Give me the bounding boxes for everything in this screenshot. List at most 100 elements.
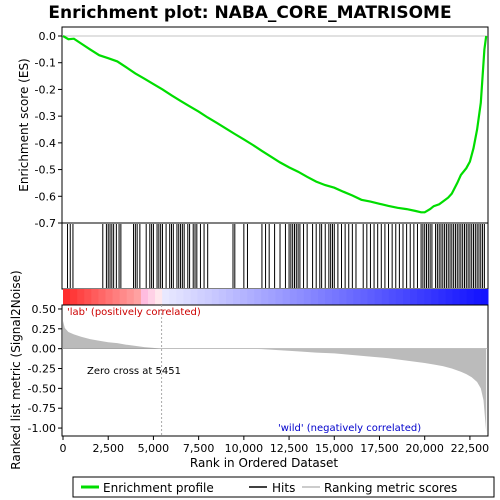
color-band-segment [424, 289, 432, 305]
color-band-segment [403, 289, 411, 305]
es-y-label: Enrichment score (ES) [17, 58, 31, 191]
color-band-segment [374, 289, 383, 305]
color-band-segment [233, 289, 241, 305]
color-band-segment [240, 289, 248, 305]
negative-label: 'wild' (negatively correlated) [278, 423, 421, 434]
color-band-segment [417, 289, 425, 305]
x-tick-label: 20,000 [405, 442, 444, 455]
x-tick-label: 5,000 [138, 442, 170, 455]
color-band-segment [169, 289, 177, 305]
color-band-segment [452, 289, 461, 305]
color-band-segment [183, 289, 191, 305]
ranking-metric [62, 305, 488, 436]
color-band-segment [339, 289, 347, 305]
es-y-tick-label: -0.3 [35, 110, 56, 123]
color-band-segment [310, 289, 319, 305]
metric-y-tick-label: -0.50 [28, 382, 56, 395]
es-y-tick-label: -0.1 [35, 57, 56, 70]
metric-y-tick-label: -0.75 [28, 402, 56, 415]
metric-y-label: Ranked list metric (Signal2Noise) [9, 270, 23, 469]
es-y-tick-label: -0.6 [35, 190, 56, 203]
x-tick-label: 15,000 [315, 442, 354, 455]
x-tick-label: 22,500 [451, 442, 490, 455]
color-band-segment [381, 289, 390, 305]
metric-y-tick-label: -1.00 [28, 422, 56, 435]
color-band-segment [438, 289, 446, 305]
color-band-segment [204, 289, 213, 305]
color-band-segment [480, 289, 489, 305]
rank-color-band [63, 289, 489, 305]
color-band-segment [176, 289, 184, 305]
color-band-segment [126, 289, 135, 305]
color-band-segment [303, 289, 312, 305]
color-band-segment [296, 289, 305, 305]
x-ticks: 0 2,500 5,000 7,500 10,000 12,500 15,000 17,500… [60, 436, 490, 455]
metric-y-tick-label: 0.00 [32, 343, 57, 356]
metric-y-tick-label: -0.25 [28, 363, 56, 376]
color-band-segment [268, 289, 276, 305]
x-tick-label: 17,500 [360, 442, 399, 455]
x-tick-label: 12,500 [270, 442, 309, 455]
x-tick-label: 0 [60, 442, 67, 455]
es-y-tick-label: -0.2 [35, 83, 56, 96]
color-band-segment [155, 289, 163, 305]
es-y-tick-label: -0.5 [35, 164, 56, 177]
color-band-segment [133, 289, 142, 305]
color-band-segment [282, 289, 291, 305]
color-band-segment [410, 289, 418, 305]
x-axis-label: Rank in Ordered Dataset [190, 456, 338, 470]
color-band-segment [162, 289, 170, 305]
color-band-segment [473, 289, 482, 305]
color-band-segment [275, 289, 284, 305]
metric-y-tick-label: 0.50 [32, 303, 57, 316]
hit-markers [67, 224, 485, 288]
color-band-segment [63, 289, 71, 305]
color-band-segment [105, 289, 114, 305]
color-band-segment [247, 289, 255, 305]
color-band-segment [360, 289, 369, 305]
color-band-segment [459, 289, 468, 305]
color-band-segment [91, 289, 99, 305]
color-band-segment [367, 289, 376, 305]
es-y-ticks: 0.0 -0.1 -0.2 -0.3 -0.4 -0.5 -0.6 -0.7 [35, 30, 488, 230]
legend-box [72, 476, 495, 498]
es-y-tick-label: -0.7 [35, 217, 56, 230]
metric-y-ticks: 0.50 0.25 0.00 -0.25 -0.50 -0.75 -1.00 [28, 303, 62, 435]
color-band-segment [218, 289, 227, 305]
color-band-segment [70, 289, 78, 305]
color-band-segment [225, 289, 234, 305]
color-band-segment [395, 289, 404, 305]
es-y-tick-label: -0.4 [35, 137, 56, 150]
color-band-segment [98, 289, 106, 305]
legend-enrichment: Enrichment profile [103, 481, 214, 495]
color-band-segment [346, 289, 354, 305]
enrichment-profile [62, 35, 488, 214]
positive-label: 'lab' (positively correlated) [67, 307, 201, 318]
color-band-segment [318, 289, 326, 305]
color-band-segment [325, 289, 333, 305]
color-band-segment [388, 289, 397, 305]
es-y-tick-label: 0.0 [39, 30, 57, 43]
legend-hits: Hits [272, 481, 295, 495]
legend-metric: Ranking metric scores [324, 481, 457, 495]
color-band-segment [190, 289, 199, 305]
color-band-segment [112, 289, 121, 305]
color-band-segment [211, 289, 220, 305]
color-band-segment [445, 289, 454, 305]
color-band-segment [261, 289, 269, 305]
color-band-segment [353, 289, 361, 305]
color-band-segment [431, 289, 439, 305]
x-tick-label: 10,000 [225, 442, 264, 455]
chart-title: Enrichment plot: NABA_CORE_MATRISOME [48, 3, 451, 23]
es-panel-frame [61, 26, 489, 224]
metric-panel-frame [61, 304, 489, 437]
color-band-segment [119, 289, 128, 305]
metric-y-tick-label: 0.25 [32, 323, 57, 336]
x-tick-label: 2,500 [92, 442, 124, 455]
x-tick-label: 7,500 [183, 442, 215, 455]
color-band-segment [140, 289, 149, 305]
color-band-segment [197, 289, 206, 305]
color-band-segment [466, 289, 475, 305]
